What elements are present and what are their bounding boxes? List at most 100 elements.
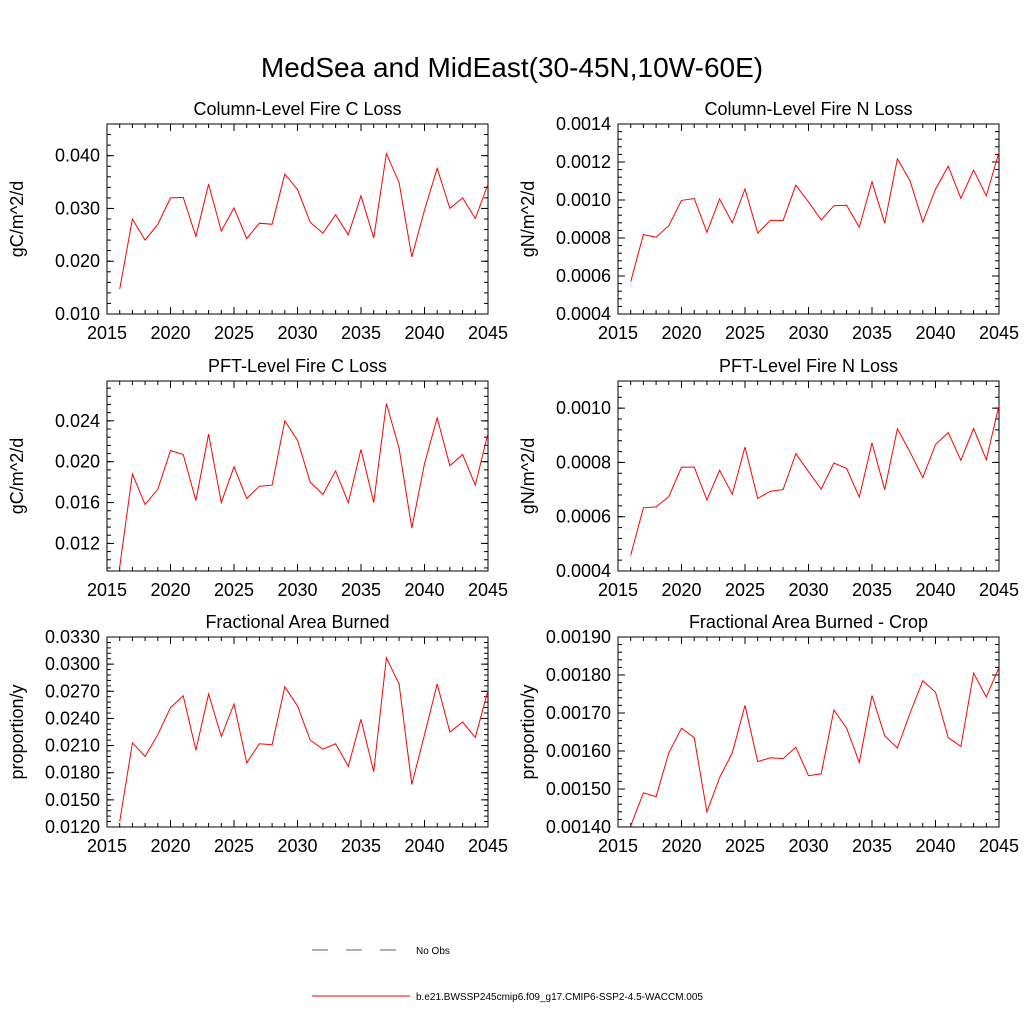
- x-tick-label: 2040: [404, 836, 444, 856]
- y-tick-label: 0.0008: [556, 228, 611, 248]
- x-tick-label: 2020: [661, 836, 701, 856]
- x-tick-label: 2045: [979, 323, 1019, 343]
- x-tick-label: 2030: [277, 836, 317, 856]
- y-tick-label: 0.0010: [556, 398, 611, 418]
- series-line: [630, 151, 1000, 282]
- x-tick-label: 2040: [915, 580, 955, 600]
- y-tick-label: 0.0150: [45, 790, 100, 810]
- y-tick-label: 0.0008: [556, 452, 611, 472]
- chart-panel: Fractional Area Burned - Crop proportion/…: [518, 612, 1019, 856]
- panel-title: PFT-Level Fire N Loss: [719, 356, 898, 376]
- x-tick-label: 2015: [87, 580, 127, 600]
- x-tick-label: 2020: [150, 580, 190, 600]
- x-tick-label: 2015: [598, 836, 638, 856]
- x-tick-label: 2025: [725, 323, 765, 343]
- y-tick-label: 0.00160: [546, 741, 611, 761]
- panel-title: Fractional Area Burned - Crop: [689, 612, 928, 632]
- x-tick-label: 2030: [277, 580, 317, 600]
- x-tick-label: 2040: [404, 323, 444, 343]
- x-tick-label: 2030: [788, 836, 828, 856]
- y-tick-label: 0.0004: [556, 561, 611, 581]
- y-tick-label: 0.0010: [556, 190, 611, 210]
- y-tick-label: 0.040: [55, 146, 100, 166]
- x-tick-label: 2045: [979, 580, 1019, 600]
- y-tick-label: 0.0300: [45, 654, 100, 674]
- y-axis-label: proportion/y: [518, 684, 538, 779]
- x-tick-label: 2015: [87, 836, 127, 856]
- legend-no-obs-label: No Obs: [416, 946, 450, 957]
- y-tick-label: 0.00180: [546, 665, 611, 685]
- plot-frame: [617, 123, 1000, 315]
- chart-panel: Column-Level Fire C Loss gC/m^2/d 2015 2020…: [7, 99, 508, 343]
- series-line: [630, 667, 1000, 827]
- chart-panel: PFT-Level Fire C Loss gC/m^2/d 2015 2020 202…: [7, 356, 508, 600]
- figure-title: MedSea and MidEast(30-45N,10W-60E): [261, 52, 763, 83]
- x-tick-label: 2035: [341, 323, 381, 343]
- plot-frame: [106, 380, 489, 572]
- y-tick-label: 0.016: [55, 493, 100, 513]
- y-axis-label: proportion/y: [7, 684, 27, 779]
- x-tick-label: 2035: [852, 836, 892, 856]
- y-tick-label: 0.012: [55, 533, 100, 553]
- panel-grid: Column-Level Fire C Loss gC/m^2/d 2015 2020…: [7, 99, 1019, 856]
- x-tick-label: 2015: [598, 323, 638, 343]
- x-tick-label: 2025: [725, 836, 765, 856]
- x-tick-label: 2020: [661, 580, 701, 600]
- chart-panel: Column-Level Fire N Loss gN/m^2/d 2015 2020…: [518, 99, 1019, 343]
- y-tick-label: 0.0330: [45, 627, 100, 647]
- x-tick-label: 2025: [725, 580, 765, 600]
- chart-panel: PFT-Level Fire N Loss gN/m^2/d 2015 2020 202…: [518, 356, 1019, 600]
- x-tick-label: 2030: [788, 323, 828, 343]
- x-tick-label: 2020: [661, 323, 701, 343]
- x-tick-label: 2045: [468, 323, 508, 343]
- x-tick-label: 2035: [341, 580, 381, 600]
- x-tick-label: 2030: [277, 323, 317, 343]
- y-tick-label: 0.0240: [45, 708, 100, 728]
- x-tick-label: 2045: [468, 580, 508, 600]
- panel-title: Column-Level Fire N Loss: [704, 99, 912, 119]
- x-tick-label: 2045: [979, 836, 1019, 856]
- x-tick-label: 2030: [788, 580, 828, 600]
- y-axis-label: gC/m^2/d: [7, 438, 27, 514]
- x-tick-label: 2045: [468, 836, 508, 856]
- y-tick-label: 0.00150: [546, 779, 611, 799]
- y-tick-label: 0.00190: [546, 627, 611, 647]
- legend-model-label: b.e21.BWSSP245cmip6.f09_g17.CMIP6-SSP2-4…: [416, 992, 703, 1003]
- panel-title: Fractional Area Burned: [205, 612, 389, 632]
- y-tick-label: 0.00170: [546, 703, 611, 723]
- y-tick-label: 0.00140: [546, 817, 611, 837]
- y-tick-label: 0.0180: [45, 763, 100, 783]
- y-tick-label: 0.0012: [556, 152, 611, 172]
- series-line: [119, 656, 489, 822]
- plot-frame: [106, 123, 489, 315]
- x-tick-label: 2035: [852, 580, 892, 600]
- y-tick-label: 0.030: [55, 198, 100, 218]
- panel-title: PFT-Level Fire C Loss: [208, 356, 387, 376]
- series-line: [119, 151, 489, 290]
- chart-panel: Fractional Area Burned proportion/y 2015 20…: [7, 612, 508, 856]
- x-tick-label: 2035: [341, 836, 381, 856]
- x-tick-label: 2025: [214, 323, 254, 343]
- x-tick-label: 2040: [915, 836, 955, 856]
- series-line: [119, 403, 489, 567]
- y-tick-label: 0.0004: [556, 304, 611, 324]
- x-tick-label: 2040: [404, 580, 444, 600]
- y-tick-label: 0.020: [55, 251, 100, 271]
- x-tick-label: 2025: [214, 580, 254, 600]
- y-tick-label: 0.010: [55, 304, 100, 324]
- legend: No Obs b.e21.BWSSP245cmip6.f09_g17.CMIP6…: [312, 946, 703, 1003]
- series-line: [630, 405, 1000, 556]
- x-tick-label: 2020: [150, 323, 190, 343]
- x-tick-label: 2015: [87, 323, 127, 343]
- y-axis-label: gN/m^2/d: [518, 438, 538, 514]
- x-tick-label: 2035: [852, 323, 892, 343]
- y-tick-label: 0.0006: [556, 266, 611, 286]
- y-tick-label: 0.024: [55, 411, 100, 431]
- y-tick-label: 0.0270: [45, 681, 100, 701]
- x-tick-label: 2015: [598, 580, 638, 600]
- plot-frame: [617, 636, 1000, 828]
- plot-frame: [106, 636, 489, 828]
- y-tick-label: 0.0006: [556, 507, 611, 527]
- plot-frame: [617, 380, 1000, 572]
